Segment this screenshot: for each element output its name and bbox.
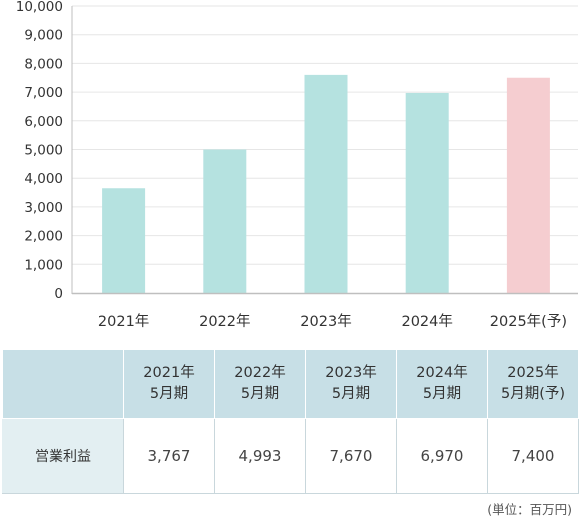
x-tick-label: 2023年 <box>300 313 351 330</box>
table-cell: 7,400 <box>487 418 579 494</box>
header-period: 5月期(予) <box>500 386 566 402</box>
bar <box>506 77 550 293</box>
x-axis-tick-labels: 2021年 2022年 2023年 2024年 2025年(予) <box>98 313 567 330</box>
table-cell: 7,670 <box>305 418 397 494</box>
header-period: 5月期 <box>331 386 371 402</box>
bar <box>203 149 247 293</box>
y-axis-tick-labels: 0 1,000 2,000 3,000 4,000 5,000 6,000 7,000 8,00… <box>16 0 63 302</box>
y-tick-label: 8,000 <box>24 56 63 72</box>
y-tick-label: 1,000 <box>24 257 63 273</box>
header-year: 2024年 <box>416 365 468 381</box>
header-period: 5月期 <box>149 386 189 402</box>
table-header-cell: 2021年 5月期 <box>123 349 215 419</box>
header-period: 5月期 <box>240 386 280 402</box>
table-header-corner <box>2 349 124 419</box>
header-year: 2022年 <box>234 365 286 381</box>
x-tick-label: 2022年 <box>199 313 250 330</box>
row-label: 営業利益 <box>2 418 124 494</box>
table-header-row: 2021年 5月期 2022年 5月期 2023年 5月期 2024年 5月期 … <box>2 349 579 419</box>
y-tick-label: 5,000 <box>24 143 63 159</box>
x-tick-label: 2025年(予) <box>490 313 567 330</box>
table-header-cell: 2025年 5月期(予) <box>487 349 579 419</box>
table-header-cell: 2023年 5月期 <box>305 349 397 419</box>
unit-note: (単位：百万円) <box>487 502 572 517</box>
header-period: 5月期 <box>422 386 462 402</box>
y-tick-label: 0 <box>54 286 63 302</box>
table-row: 営業利益 3,767 4,993 7,670 6,970 7,400 <box>2 418 579 494</box>
y-tick-label: 3,000 <box>24 200 63 216</box>
header-year: 2025年 <box>507 365 559 381</box>
y-tick-label: 6,000 <box>24 114 63 130</box>
operating-profit-table: 2021年 5月期 2022年 5月期 2023年 5月期 2024年 5月期 … <box>2 349 579 494</box>
x-tick-label: 2024年 <box>401 313 452 330</box>
y-tick-label: 7,000 <box>24 85 63 101</box>
table-cell: 4,993 <box>214 418 306 494</box>
header-year: 2023年 <box>325 365 377 381</box>
y-tick-label: 10,000 <box>16 0 63 15</box>
y-tick-label: 4,000 <box>24 171 63 187</box>
table-cell: 6,970 <box>396 418 488 494</box>
operating-profit-bar-chart: 0 1,000 2,000 3,000 4,000 5,000 6,000 7,000 8,00… <box>16 0 578 330</box>
y-tick-label: 2,000 <box>24 229 63 245</box>
table-cell: 3,767 <box>123 418 215 494</box>
bar <box>102 188 146 293</box>
y-tick-label: 9,000 <box>24 28 63 44</box>
axes <box>71 6 578 295</box>
bar <box>405 92 449 293</box>
bar <box>304 74 348 293</box>
table-header-cell: 2022年 5月期 <box>214 349 306 419</box>
header-year: 2021年 <box>143 365 195 381</box>
x-tick-label: 2021年 <box>98 313 149 330</box>
table-header-cell: 2024年 5月期 <box>396 349 488 419</box>
bars <box>102 74 550 293</box>
